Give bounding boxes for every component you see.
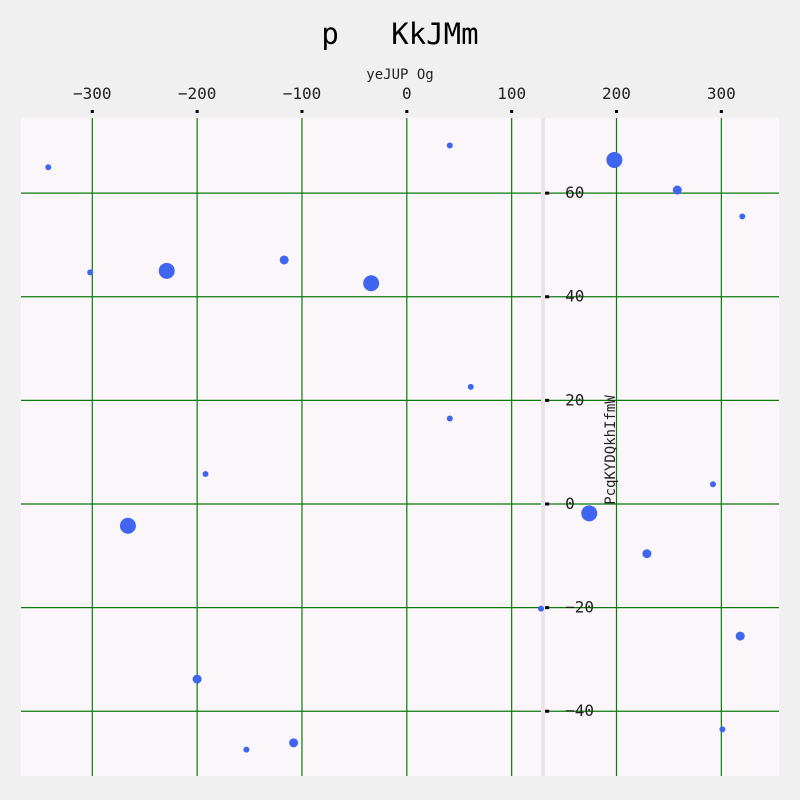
x-tick-mark [614, 110, 618, 113]
x-tick-label: 200 [602, 84, 631, 103]
data-point [446, 415, 453, 422]
y-tick-label: 20 [565, 390, 584, 409]
data-point [581, 505, 598, 522]
y-tick-label: −40 [565, 701, 594, 720]
data-points [45, 142, 746, 753]
plot-background [21, 118, 779, 776]
data-point [45, 164, 52, 171]
x-tick-mark [405, 110, 409, 113]
data-point [467, 383, 474, 390]
data-point [158, 262, 175, 279]
data-point [363, 275, 380, 292]
y-axis-label: PcqKYDQkhIfmW [603, 395, 619, 505]
y-tick-mark [545, 398, 550, 402]
data-point [87, 269, 94, 276]
x-tick-label: 100 [497, 84, 526, 103]
x-tick-label: −200 [178, 84, 217, 103]
y-tick-mark [545, 295, 550, 299]
x-tick-label: 0 [402, 84, 412, 103]
y-tick-label: −20 [565, 598, 594, 617]
data-point [289, 738, 299, 748]
data-point [672, 185, 682, 195]
data-point [538, 605, 545, 612]
data-point [709, 481, 716, 488]
y-tick-mark [545, 191, 550, 195]
chart-title: p KkJMm [321, 17, 478, 51]
data-point [279, 255, 289, 265]
x-tick-mark [510, 110, 514, 113]
data-point [719, 726, 726, 733]
x-tick-mark [300, 110, 304, 113]
y-tick-mark [545, 502, 550, 506]
grid-lines [21, 118, 779, 776]
data-point [642, 549, 652, 559]
x-axis-label: yeJUP Og [366, 67, 433, 83]
data-point [192, 674, 202, 684]
data-point [202, 470, 209, 477]
y-tick-label: 60 [565, 183, 584, 202]
y-tick-mark [545, 606, 550, 610]
x-tick-mark [195, 110, 199, 113]
data-point [735, 631, 745, 641]
x-tick-label: −100 [283, 84, 322, 103]
x-tick-mark [90, 110, 94, 113]
data-point [739, 213, 746, 220]
data-point [606, 151, 623, 168]
data-point [119, 517, 136, 534]
x-tick-label: 300 [707, 84, 736, 103]
data-point [243, 746, 250, 753]
x-tick-label: −300 [73, 84, 112, 103]
y-tick-label: 0 [565, 494, 575, 513]
y-axis-spine [541, 118, 545, 776]
y-tick-label: 40 [565, 287, 584, 306]
data-point [446, 142, 453, 149]
x-tick-mark [719, 110, 723, 113]
y-tick-mark [545, 709, 550, 713]
